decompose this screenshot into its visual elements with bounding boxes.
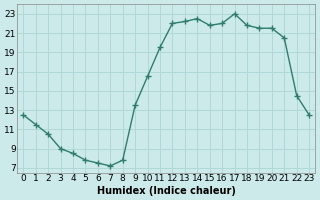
X-axis label: Humidex (Indice chaleur): Humidex (Indice chaleur)	[97, 186, 236, 196]
